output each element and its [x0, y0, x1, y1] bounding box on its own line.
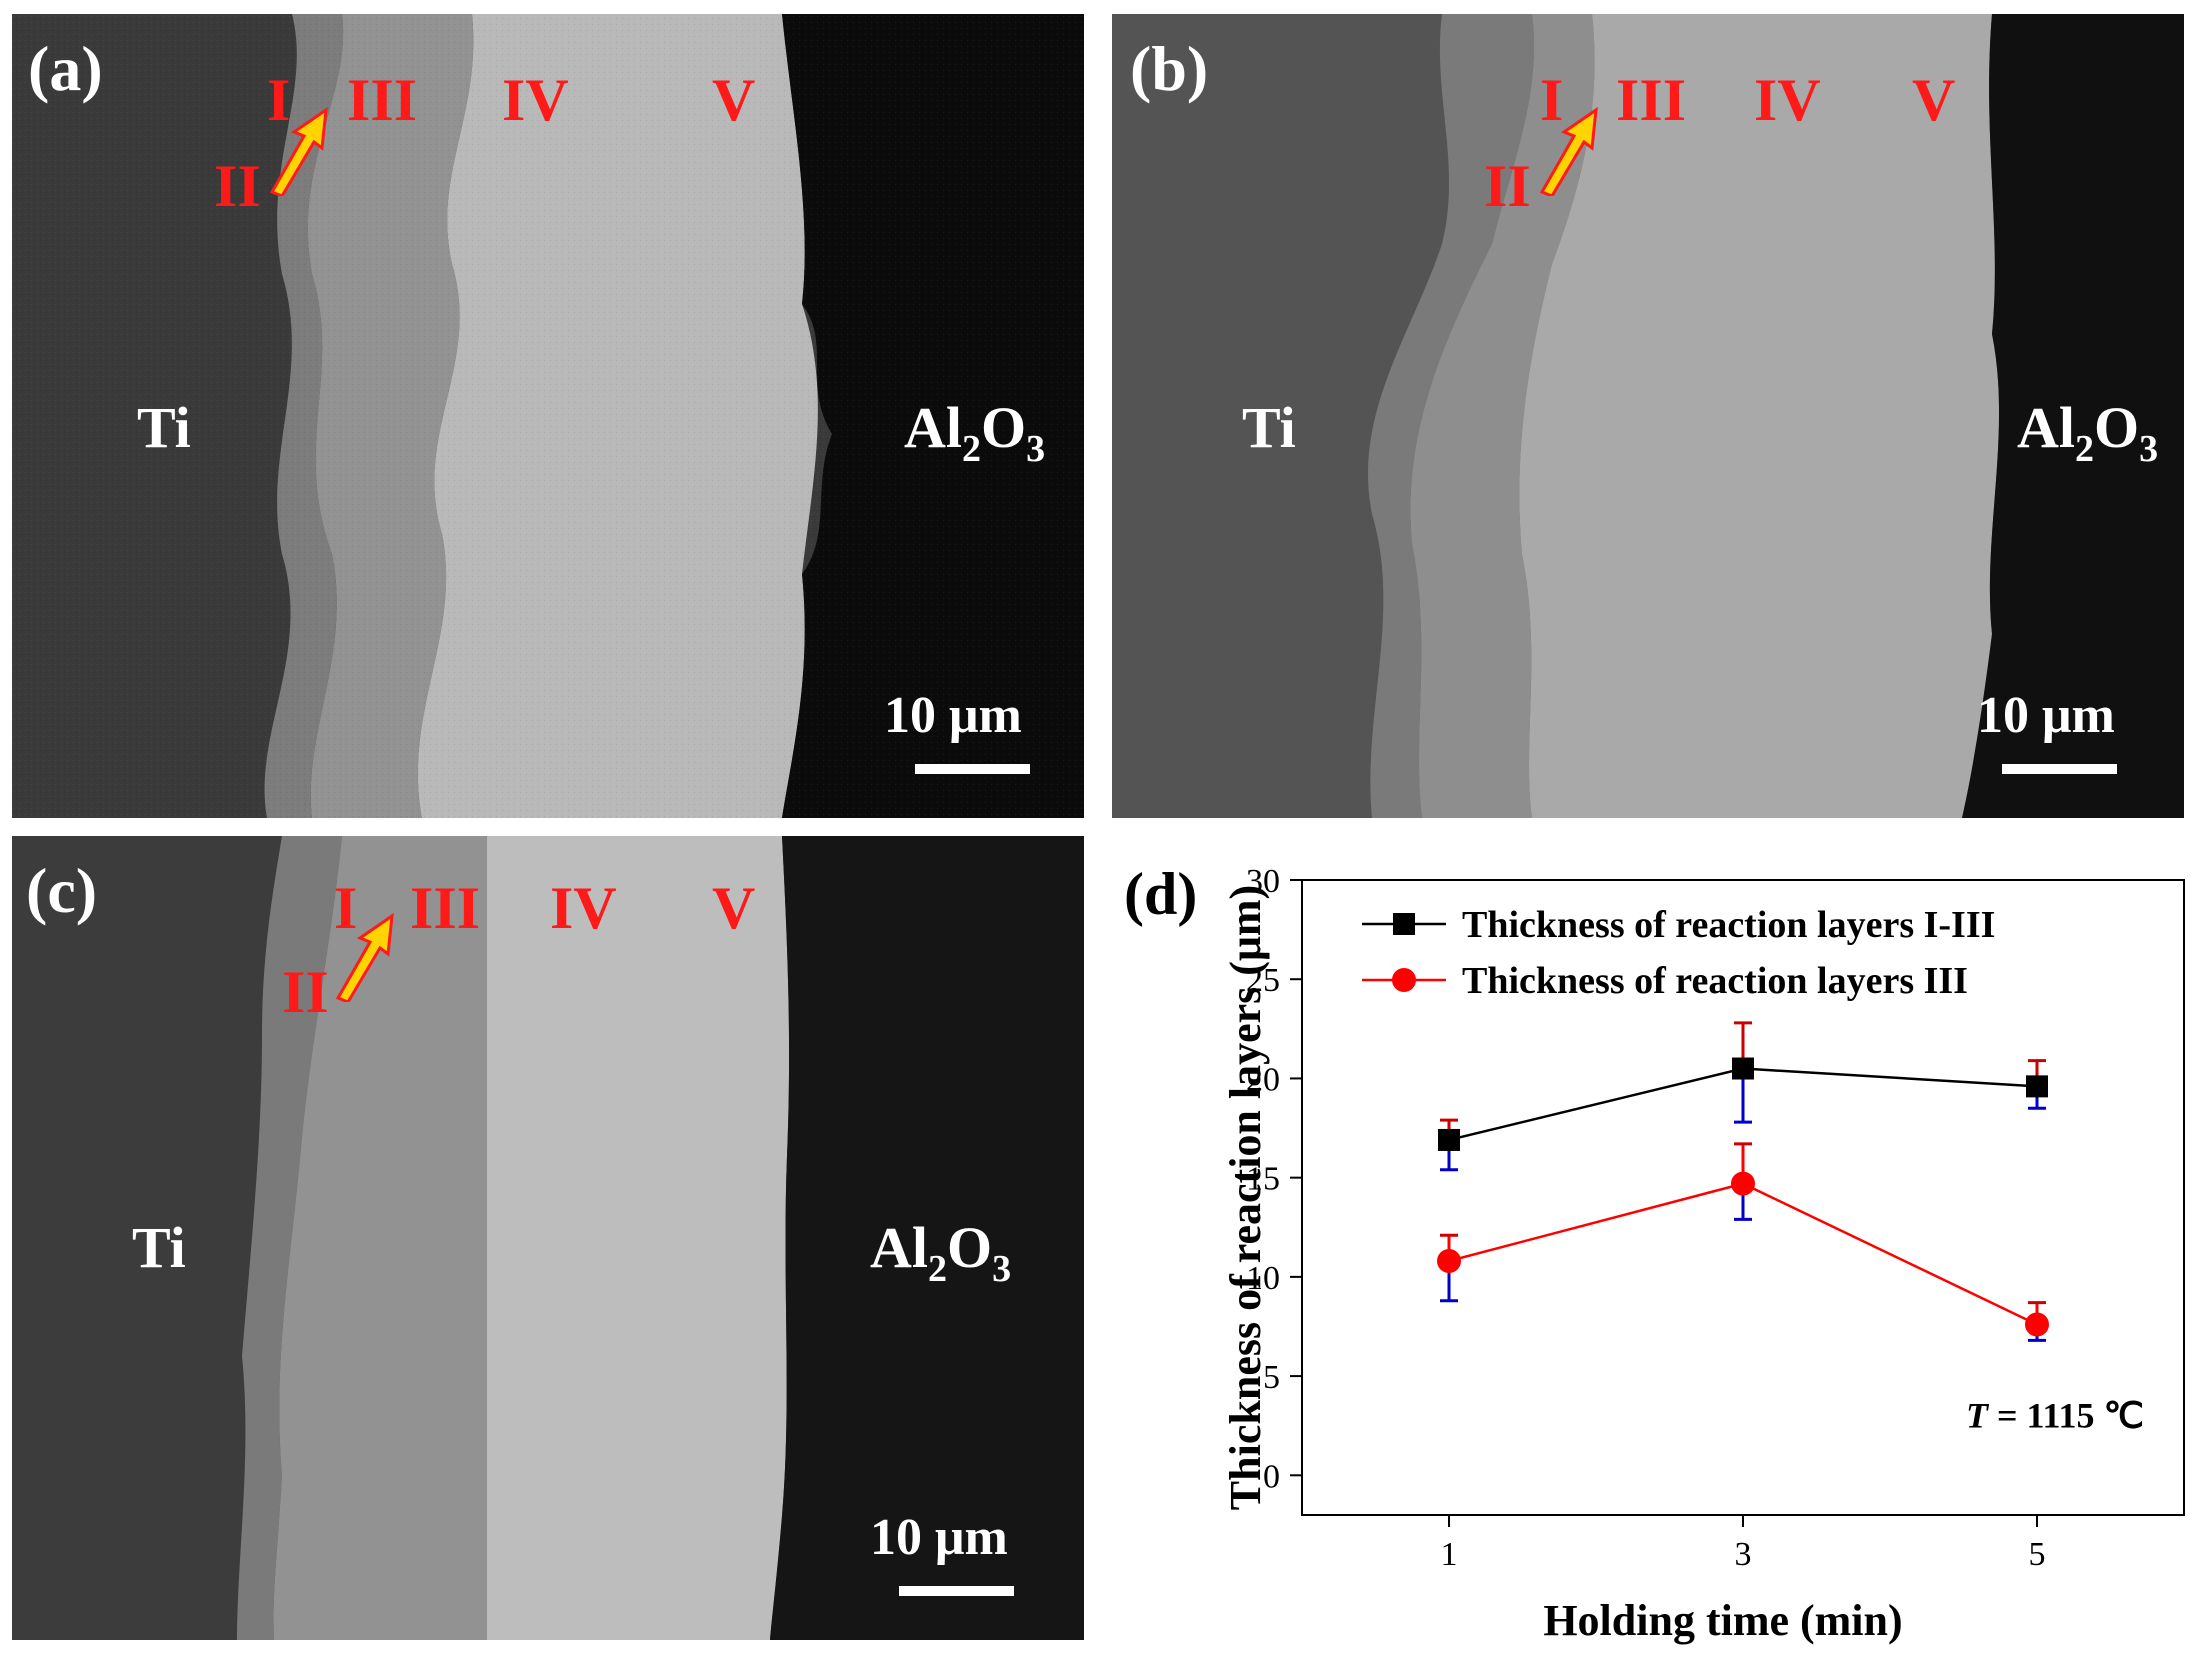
- sem-micrograph-a: [12, 14, 1084, 818]
- panel-label-a: (a): [28, 33, 103, 104]
- scale-bar: [899, 1586, 1014, 1596]
- phase-label-ti: Ti: [132, 1215, 186, 1280]
- temperature-annotation: T = 1115 ℃: [1966, 1396, 2144, 1436]
- layer-label-II: II: [282, 959, 329, 1025]
- sem-image-b: (b) I II III IV V Ti Al2O3 10 μm: [1112, 14, 2184, 818]
- sem-micrograph-b: [1112, 14, 2184, 818]
- layer-label-IV: IV: [502, 67, 569, 133]
- phase-label-al2o3: Al2O3: [870, 1215, 1012, 1290]
- layer-label-IV: IV: [550, 875, 617, 941]
- sem-image-a: (a) I II III IV V Ti Al2O3 10 μm: [12, 14, 1084, 818]
- y-tick-label: 30: [1246, 863, 1280, 900]
- scale-bar: [915, 764, 1030, 774]
- layer-label-II: II: [1484, 153, 1531, 219]
- x-tick-label: 5: [2029, 1536, 2046, 1573]
- layer-label-I: I: [267, 67, 291, 133]
- legend-marker-circle: [1392, 968, 1416, 992]
- data-point-square: [1732, 1057, 1754, 1080]
- y-tick-label: 25: [1246, 962, 1280, 999]
- data-point-circle: [2025, 1312, 2049, 1337]
- y-tick-label: 10: [1246, 1260, 1280, 1297]
- phase-label-ti: Ti: [1242, 395, 1296, 460]
- y-axis-label: Thickness of reaction layers (μm): [1221, 885, 1270, 1510]
- y-tick-label: 0: [1263, 1458, 1280, 1495]
- layer-label-I: I: [334, 875, 358, 941]
- scale-bar-label: 10 μm: [884, 687, 1022, 744]
- panel-label-c: (c): [26, 855, 98, 926]
- data-point-circle: [1437, 1249, 1461, 1273]
- layer-label-III: III: [1616, 67, 1687, 133]
- phase-label-al2o3: Al2O3: [904, 395, 1046, 470]
- layer-label-V: V: [712, 67, 756, 133]
- arrow-icon: [335, 912, 394, 1002]
- panel-label-b: (b): [1130, 33, 1209, 104]
- panel-label-d: (d): [1124, 861, 1197, 927]
- legend-marker-square: [1393, 913, 1415, 935]
- layer-label-I: I: [1540, 67, 1564, 133]
- layer-label-IV: IV: [1754, 67, 1821, 133]
- layer-label-V: V: [712, 875, 756, 941]
- data-point-square: [2026, 1075, 2048, 1098]
- scale-bar: [2002, 764, 2117, 774]
- sem-image-c: (c) I II III IV V Ti Al2O3 10 μm: [12, 836, 1084, 1640]
- data-point-circle: [1731, 1171, 1755, 1196]
- scale-bar-label: 10 μm: [1977, 687, 2115, 744]
- layer-label-III: III: [410, 875, 481, 941]
- scale-bar-label: 10 μm: [870, 1509, 1008, 1566]
- thickness-chart: (d) 0 5 10 15 20 25 30 1 3 5 Holding time (min) Thi…: [1124, 861, 2185, 1645]
- phase-label-ti: Ti: [137, 395, 191, 460]
- layer-label-III: III: [347, 67, 418, 133]
- sem-micrograph-c: [12, 836, 1084, 1640]
- layer-label-V: V: [1912, 67, 1956, 133]
- x-tick-label: 1: [1441, 1536, 1458, 1573]
- arrow-icon: [269, 106, 328, 196]
- x-axis-label: Holding time (min): [1543, 1596, 1902, 1645]
- y-tick-label: 5: [1263, 1359, 1280, 1396]
- legend-label: Thickness of reaction layers III: [1462, 960, 1968, 1002]
- x-tick-label: 3: [1735, 1536, 1752, 1573]
- y-tick-label: 15: [1246, 1161, 1280, 1198]
- data-point-square: [1438, 1128, 1460, 1151]
- y-tick-label: 20: [1246, 1061, 1280, 1098]
- legend-label: Thickness of reaction layers I-III: [1462, 904, 1995, 946]
- chart-panel-d: (d) 0 5 10 15 20 25 30 1 3 5 Holding time (min) Thi…: [1112, 836, 2205, 1653]
- layer-label-II: II: [214, 153, 261, 219]
- arrow-icon: [1539, 106, 1598, 196]
- phase-label-al2o3: Al2O3: [2017, 395, 2159, 470]
